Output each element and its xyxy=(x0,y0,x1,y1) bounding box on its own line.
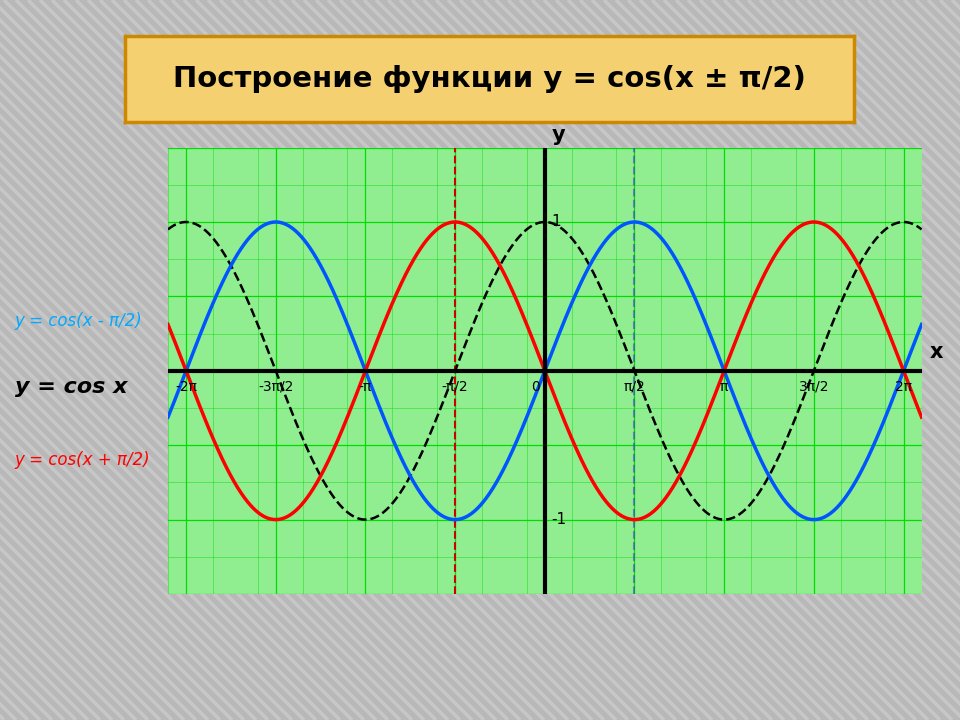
Text: -π/2: -π/2 xyxy=(442,379,468,394)
Text: y = cos(x + π/2): y = cos(x + π/2) xyxy=(14,451,151,469)
Text: y = cos(x - π/2): y = cos(x - π/2) xyxy=(14,312,143,330)
Text: -1: -1 xyxy=(552,512,566,527)
Text: -2π: -2π xyxy=(175,379,197,394)
Text: x: x xyxy=(930,342,944,362)
Text: π/2: π/2 xyxy=(624,379,645,394)
Text: -π: -π xyxy=(359,379,372,394)
Text: y = cos x: y = cos x xyxy=(14,377,128,397)
Text: 1: 1 xyxy=(552,215,562,230)
Text: Построение функции y = cos(x ± π/2): Построение функции y = cos(x ± π/2) xyxy=(173,66,806,93)
Text: π: π xyxy=(720,379,729,394)
Text: -3π/2: -3π/2 xyxy=(258,379,294,394)
Text: y: y xyxy=(552,125,565,145)
Text: 3π/2: 3π/2 xyxy=(799,379,829,394)
Text: 0: 0 xyxy=(532,379,540,394)
Text: 2π: 2π xyxy=(895,379,912,394)
